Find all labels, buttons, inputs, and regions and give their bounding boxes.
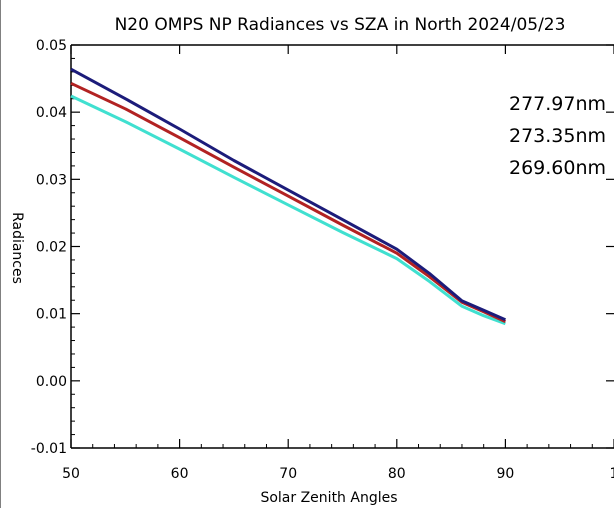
y-tick-label: 0.04 bbox=[36, 105, 67, 121]
y-axis-ticks: -0.01 0.00 0.01 0.02 0.03 0.04 0.05 bbox=[31, 38, 614, 457]
y-tick-label: 0.05 bbox=[36, 38, 67, 54]
legend-label-277: 277.97nm bbox=[509, 93, 606, 115]
x-tick-label: 1 bbox=[610, 466, 614, 482]
x-tick-label: 70 bbox=[279, 466, 297, 482]
y-tick-label: 0.02 bbox=[36, 240, 67, 256]
y-tick-label: 0.00 bbox=[36, 374, 67, 390]
x-tick-label: 90 bbox=[496, 466, 514, 482]
legend-label-269: 269.60nm bbox=[509, 157, 606, 179]
legend-label-273: 273.35nm bbox=[509, 125, 606, 147]
y-tick-label: 0.01 bbox=[36, 307, 67, 323]
chart-title: N20 OMPS NP Radiances vs SZA in North 20… bbox=[115, 15, 566, 35]
y-axis-label: Radiances bbox=[9, 212, 25, 284]
y-tick-label: -0.01 bbox=[31, 441, 67, 457]
x-tick-label: 50 bbox=[62, 466, 80, 482]
series-line-269 bbox=[70, 67, 506, 322]
series-line-277 bbox=[70, 81, 507, 324]
x-tick-label: 80 bbox=[388, 466, 406, 482]
series-lines bbox=[70, 67, 507, 326]
legend: 277.97nm 273.35nm 269.60nm bbox=[509, 93, 606, 179]
x-tick-label: 60 bbox=[171, 466, 189, 482]
y-tick-label: 0.03 bbox=[36, 172, 67, 188]
x-axis-ticks: 50 60 70 80 90 1 bbox=[62, 45, 614, 482]
series-line-273 bbox=[70, 94, 506, 326]
x-axis-label: Solar Zenith Angles bbox=[260, 490, 397, 506]
